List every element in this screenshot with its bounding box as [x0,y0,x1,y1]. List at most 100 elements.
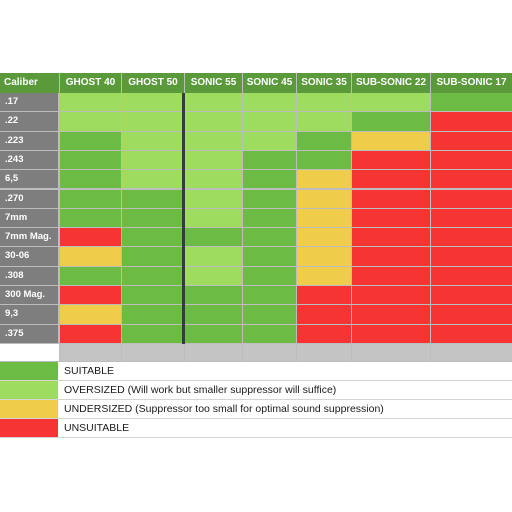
table-cell [297,286,351,305]
table-cell [185,305,242,324]
table-cell [243,228,296,247]
row-label-caliber: 30-06 [0,247,58,266]
table-cell [243,208,296,228]
table-cell [431,189,512,208]
table-cell [243,286,296,305]
table-cell [185,93,242,112]
legend-label: SUITABLE [64,365,114,377]
table-cell [352,131,430,150]
table-cell [297,131,351,150]
header-ghost-40: GHOST 40 [60,73,121,93]
table-cell [185,228,242,247]
legend-swatch-undersized [0,400,58,418]
table-cell [352,247,430,266]
table-cell [297,93,351,112]
legend-swatch-suitable [0,362,58,380]
table-footer-cell [185,343,242,361]
table-cell [297,170,351,189]
table-cell [431,150,512,170]
row-label-caliber: 7mm [0,208,58,228]
table-cell [60,131,121,150]
row-label-caliber: .270 [0,189,58,208]
row-label-caliber: .308 [0,266,58,285]
table-cell [243,112,296,131]
table-cell [431,131,512,150]
table-cell [185,208,242,228]
table-cell [297,247,351,266]
table-cell [431,305,512,324]
table-cell [122,247,184,266]
table-footer-cell [352,343,430,361]
table-cell [60,228,121,247]
table-cell [185,286,242,305]
table-cell [60,305,121,324]
table-cell [243,305,296,324]
row-label-caliber: .22 [0,112,58,131]
table-cell [122,93,184,112]
table-cell [60,189,121,208]
table-cell [297,266,351,285]
table-cell [352,189,430,208]
table-cell [431,286,512,305]
table-cell [243,266,296,285]
table-cell [122,208,184,228]
table-footer-cell [297,343,351,361]
row-label-caliber: 7mm Mag. [0,228,58,247]
table-cell [431,266,512,285]
legend-separator [0,437,512,438]
group-divider [182,93,185,344]
table-cell [431,170,512,189]
table-cell [431,93,512,112]
table-footer-cell [431,343,512,361]
table-cell [431,228,512,247]
table-cell [185,150,242,170]
header-ghost-50: GHOST 50 [122,73,184,93]
table-cell [122,170,184,189]
row-label-caliber: 300 Mag. [0,286,58,305]
table-cell [60,286,121,305]
table-cell [352,112,430,131]
table-cell [60,266,121,285]
legend-label: UNDERSIZED (Suppressor too small for opt… [64,403,384,415]
row-label-caliber: .17 [0,93,58,112]
table-cell [297,324,351,343]
legend-swatch-unsuitable [0,419,58,437]
table-footer-cell [243,343,296,361]
header-sonic-35: SONIC 35 [297,73,351,93]
table-cell [352,305,430,324]
table-cell [60,324,121,343]
row-label-caliber: 6,5 [0,170,58,189]
row-label-caliber: 9,3 [0,305,58,324]
table-cell [243,324,296,343]
legend-separator [0,380,512,381]
table-cell [297,228,351,247]
table-cell [60,93,121,112]
table-footer-cell [122,343,184,361]
table-cell [352,228,430,247]
legend-separator [0,418,512,419]
table-cell [431,324,512,343]
table-cell [352,286,430,305]
table-cell [352,93,430,112]
table-cell [60,112,121,131]
header-sub-sonic-22: SUB-SONIC 22 [352,73,430,93]
table-cell [185,131,242,150]
legend-separator [0,399,512,400]
table-cell [243,150,296,170]
header-sonic-55: SONIC 55 [185,73,242,93]
table-cell [297,305,351,324]
table-cell [352,170,430,189]
table-cell [352,150,430,170]
row-label-caliber: .375 [0,324,58,343]
table-cell [185,247,242,266]
table-cell [122,305,184,324]
table-cell [243,170,296,189]
table-cell [297,208,351,228]
table-cell [185,266,242,285]
table-cell [297,112,351,131]
row-label-caliber: .223 [0,131,58,150]
table-cell [60,150,121,170]
table-cell [431,112,512,131]
table-cell [243,131,296,150]
table-cell [185,189,242,208]
